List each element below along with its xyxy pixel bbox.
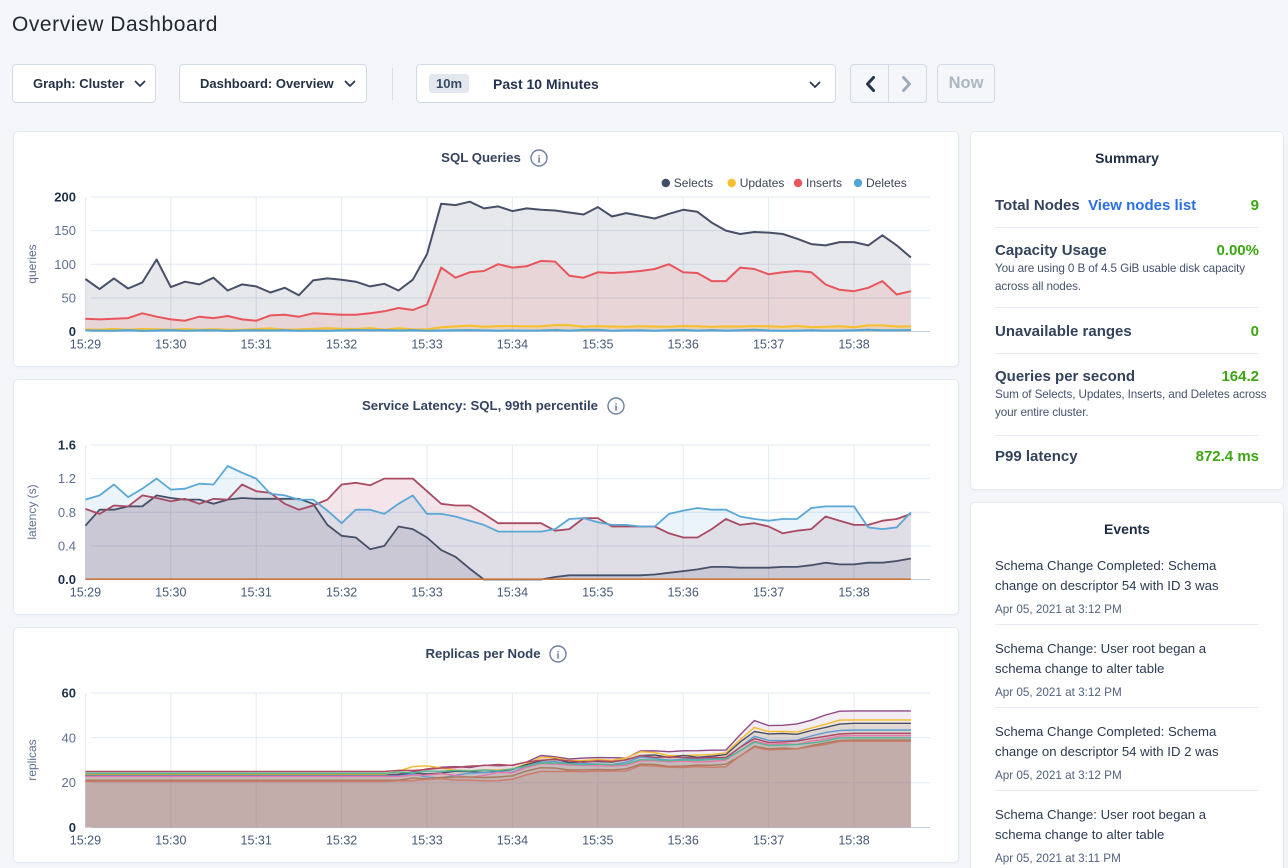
svg-text:15:31: 15:31 — [241, 586, 272, 600]
svg-text:20: 20 — [62, 775, 76, 790]
svg-text:15:34: 15:34 — [497, 338, 528, 352]
svg-text:0.8: 0.8 — [58, 505, 76, 520]
svg-text:15:37: 15:37 — [753, 338, 784, 352]
svg-text:15:30: 15:30 — [155, 586, 186, 600]
svg-text:15:32: 15:32 — [326, 834, 357, 848]
svg-text:200: 200 — [54, 190, 76, 205]
svg-text:15:29: 15:29 — [70, 586, 101, 600]
svg-text:15:38: 15:38 — [838, 586, 869, 600]
svg-text:Service Latency: SQL, 99th per: Service Latency: SQL, 99th percentile — [362, 398, 598, 413]
svg-text:i: i — [556, 650, 559, 662]
svg-text:60: 60 — [62, 686, 76, 701]
svg-text:15:32: 15:32 — [326, 338, 357, 352]
svg-text:15:37: 15:37 — [753, 586, 784, 600]
svg-text:15:31: 15:31 — [241, 834, 272, 848]
svg-text:15:33: 15:33 — [411, 338, 442, 352]
svg-text:1.2: 1.2 — [58, 471, 76, 486]
svg-text:15:33: 15:33 — [411, 834, 442, 848]
svg-text:i: i — [614, 402, 617, 414]
svg-text:15:31: 15:31 — [241, 338, 272, 352]
svg-text:15:29: 15:29 — [70, 834, 101, 848]
svg-text:100: 100 — [54, 257, 76, 272]
svg-text:replicas: replicas — [25, 739, 39, 780]
svg-text:0.0: 0.0 — [58, 572, 76, 587]
svg-text:150: 150 — [54, 223, 76, 238]
svg-text:15:37: 15:37 — [753, 834, 784, 848]
svg-text:15:34: 15:34 — [497, 834, 528, 848]
svg-text:15:36: 15:36 — [668, 834, 699, 848]
svg-text:15:35: 15:35 — [582, 586, 613, 600]
svg-text:15:38: 15:38 — [838, 834, 869, 848]
svg-text:15:36: 15:36 — [668, 338, 699, 352]
svg-text:0: 0 — [69, 324, 76, 339]
svg-text:15:30: 15:30 — [155, 338, 186, 352]
svg-text:Inserts: Inserts — [806, 176, 842, 190]
svg-text:15:36: 15:36 — [668, 586, 699, 600]
svg-text:latency (s): latency (s) — [25, 484, 39, 539]
svg-text:15:38: 15:38 — [838, 338, 869, 352]
svg-text:Deletes: Deletes — [866, 176, 907, 190]
svg-text:queries: queries — [25, 244, 39, 283]
svg-text:40: 40 — [62, 730, 76, 745]
svg-text:i: i — [537, 154, 540, 166]
svg-text:1.6: 1.6 — [58, 438, 76, 453]
svg-text:Selects: Selects — [674, 176, 713, 190]
svg-text:0.4: 0.4 — [58, 538, 76, 553]
svg-text:15:35: 15:35 — [582, 834, 613, 848]
svg-text:50: 50 — [62, 290, 76, 305]
svg-text:15:34: 15:34 — [497, 586, 528, 600]
svg-text:15:35: 15:35 — [582, 338, 613, 352]
svg-text:0: 0 — [69, 820, 76, 835]
svg-text:15:32: 15:32 — [326, 586, 357, 600]
svg-text:Updates: Updates — [740, 176, 785, 190]
svg-text:SQL Queries: SQL Queries — [441, 150, 521, 165]
svg-text:15:30: 15:30 — [155, 834, 186, 848]
svg-text:Replicas per Node: Replicas per Node — [425, 646, 540, 661]
svg-text:15:29: 15:29 — [70, 338, 101, 352]
svg-text:15:33: 15:33 — [411, 586, 442, 600]
